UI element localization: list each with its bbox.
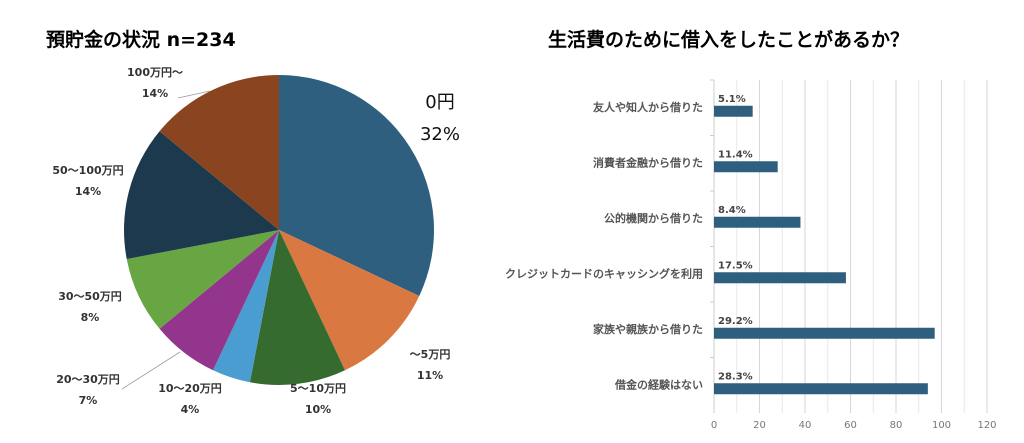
slice-label: 0円 [425, 92, 454, 113]
category-label: 消費者金融から借りた [593, 155, 703, 169]
pie-chart: 0円 32% ～5万円 11% 5～10万円 10% 10～20万円 4% 20～30万円 7% 3… [52, 66, 460, 416]
bar-chart: 友人や知人から借りた 5.1% 消費者金融から借りた 11.4% 公的機関から借りた 8.… [505, 79, 997, 431]
slice-percent-label: 7% [79, 394, 98, 407]
pie-slice [249, 230, 345, 385]
x-tick-label: 40 [799, 420, 812, 431]
bar [714, 216, 801, 228]
pie-slice [213, 230, 279, 383]
bar-value-label: 8.4% [718, 205, 746, 216]
category-label: 借金の経験はない [614, 377, 703, 391]
slice-percent-label: 11% [417, 369, 443, 382]
slice-percent-label: 14% [142, 87, 168, 100]
x-tick-label: 60 [844, 420, 857, 431]
slice-label: 10～20万円 [158, 382, 222, 395]
slice-percent-label: 10% [305, 403, 331, 416]
x-tick-label: 80 [890, 420, 903, 431]
leader-line [121, 351, 181, 390]
bar [714, 383, 928, 395]
bar [714, 105, 753, 117]
category-label: 家族や親族から借りた [593, 322, 703, 336]
category-label: クレジットカードのキャッシングを利用 [505, 266, 703, 280]
slice-label: 30～50万円 [58, 290, 122, 303]
slice-label: 100万円～ [127, 66, 183, 79]
x-tick-label: 120 [977, 420, 996, 431]
slice-percent-label: 8% [81, 311, 100, 324]
slice-label: 20～30万円 [56, 373, 120, 386]
leader-line [177, 90, 211, 99]
bar [714, 327, 935, 339]
slice-label: 5～10万円 [290, 382, 346, 395]
bar-value-label: 17.5% [718, 260, 753, 271]
pie-slice [279, 230, 420, 371]
pie-slice [126, 230, 279, 329]
bar-value-label: 5.1% [718, 94, 746, 105]
pie-slice [159, 230, 279, 371]
slice-percent-label: 14% [75, 185, 101, 198]
bar-chart-title: 生活費のために借入をしたことがあるか？ [548, 28, 909, 51]
slice-percent-label: 4% [181, 403, 200, 416]
category-label: 友人や知人から借りた [593, 100, 703, 114]
slice-label: 50～100万円 [52, 164, 123, 177]
x-tick-label: 0 [711, 420, 717, 431]
bar-value-label: 11.4% [718, 149, 753, 160]
bar [714, 161, 778, 173]
bar-value-label: 29.2% [718, 316, 753, 327]
category-label: 公的機関から借りた [604, 211, 703, 225]
pie-chart-title: 預貯金の状況 n=234 [46, 28, 236, 51]
bar-value-label: 28.3% [718, 371, 753, 382]
pie-slice [123, 131, 279, 260]
x-tick-label: 100 [932, 420, 951, 431]
x-tick-label: 20 [753, 420, 766, 431]
slice-percent-label: 32% [420, 124, 460, 145]
pie-slice [159, 75, 279, 230]
slice-label: ～5万円 [410, 348, 451, 361]
bar [714, 272, 846, 284]
pie-slice [279, 75, 434, 296]
